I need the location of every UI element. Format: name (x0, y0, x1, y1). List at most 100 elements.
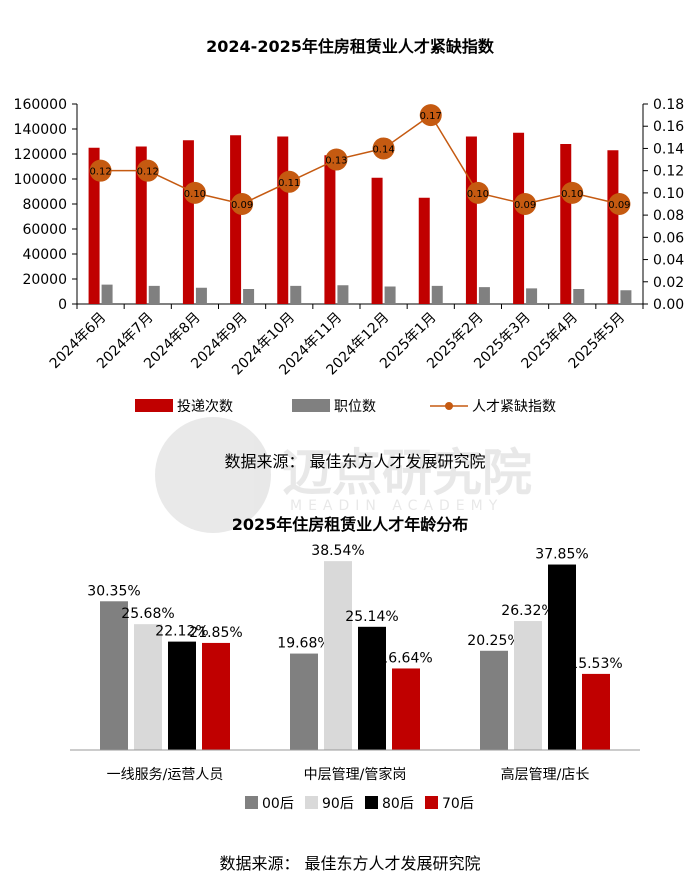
bar-value-label: 38.54% (311, 543, 364, 559)
bar-applications (607, 150, 619, 304)
bar-positions (148, 285, 160, 304)
left-tick-label: 140000 (14, 122, 67, 138)
bar-applications (230, 135, 242, 304)
chart-1: 2024-2025年住房租赁业人才紧缺指数 0 20000 40000 60000 80… (14, 37, 685, 471)
shortage-index-marker (561, 181, 584, 204)
bar-70后 (582, 673, 610, 750)
bar-applications (182, 140, 194, 304)
bar-value-label: 30.35% (87, 583, 140, 599)
bar-positions (573, 289, 585, 304)
legend-swatch-applications (135, 399, 173, 412)
right-tick-label: 0.14 (653, 141, 684, 157)
bar-positions (478, 287, 490, 304)
shortage-index-marker (372, 137, 395, 160)
shortage-index-label: 0.11 (278, 178, 300, 189)
bar-value-label: 19.68% (277, 636, 330, 652)
shortage-index-label: 0.12 (137, 167, 159, 178)
bar-80后 (168, 641, 196, 750)
shortage-index-marker (183, 181, 206, 204)
category-label: 中层管理/管家岗 (304, 766, 407, 783)
chart-2: 2025年住房租赁业人才年龄分布 30.35% 25.68% 22.12%21.85… (70, 515, 640, 873)
bar-positions (431, 285, 443, 304)
chart2-bars: 30.35% 25.68% 22.12%21.85% 19.68% 38.54% 25.1… (87, 543, 623, 750)
shortage-index-marker (419, 104, 442, 127)
left-tick-label: 80000 (22, 197, 67, 213)
shortage-index-marker (231, 193, 254, 215)
shortage-index-label: 0.09 (514, 200, 536, 211)
shortage-index-label: 0.10 (184, 189, 206, 200)
shortage-index-label: 0.10 (467, 189, 489, 200)
right-tick-label: 0.12 (653, 164, 684, 180)
legend-label-index: 人才紧缺指数 (472, 399, 556, 415)
chart1-source: 数据来源： 最佳东方人才发展研究院 (224, 452, 485, 471)
left-tick-label: 160000 (14, 97, 67, 113)
right-tick-label: 0.08 (653, 208, 684, 224)
right-tick-label: 0.16 (653, 119, 684, 135)
bar-90后 (134, 624, 162, 750)
bar-value-label: 37.85% (535, 547, 588, 563)
right-tick-label: 0.00 (653, 297, 684, 313)
bar-00后 (480, 650, 508, 750)
watermark-text: 迈点研究院 (282, 444, 532, 502)
shortage-index-marker (89, 159, 112, 182)
legend-label-90后: 90后 (322, 796, 354, 812)
shortage-index-label: 0.09 (608, 200, 630, 211)
shortage-index-line (100, 114, 620, 205)
bar-00后 (290, 653, 318, 750)
bar-positions (290, 285, 302, 304)
shortage-index-marker (466, 181, 489, 204)
chart1-axes: 0 20000 40000 60000 80000 100000 120000 140000 1… (14, 97, 685, 313)
bar-value-label: 22.12% (155, 624, 208, 640)
left-tick-label: 20000 (22, 272, 67, 288)
chart1-bars (88, 132, 632, 304)
bar-applications (88, 147, 100, 304)
chart1-line: 0.12 0.12 0.10 0.09 0.11 0.13 0.14 0.17 0.10 0.09… (89, 104, 631, 215)
watermark-subtext: MEADIN ACADEMY (290, 498, 503, 514)
shortage-index-label: 0.09 (231, 200, 253, 211)
bar-positions (526, 288, 538, 304)
chart2-source: 数据来源： 最佳东方人才发展研究院 (219, 854, 480, 873)
category-label: 一线服务/运营人员 (107, 767, 224, 783)
legend-marker-index (445, 402, 453, 410)
legend-label-70后: 70后 (442, 796, 474, 812)
shortage-index-marker (136, 159, 159, 182)
left-tick-label: 40000 (22, 247, 67, 263)
bar-applications (324, 155, 336, 304)
shortage-index-label: 0.10 (561, 189, 583, 200)
shortage-index-label: 0.17 (420, 111, 442, 122)
chart2-axes: 一线服务/运营人员 中层管理/管家岗 高层管理/店长 (70, 749, 640, 783)
bar-value-label: 21.85% (189, 625, 242, 641)
right-tick-label: 0.04 (653, 253, 684, 269)
bar-90后 (514, 621, 542, 750)
bar-value-label: 15.53% (569, 656, 622, 672)
shortage-index-marker (325, 148, 348, 171)
bar-applications (513, 132, 525, 304)
bar-value-label: 26.32% (501, 603, 554, 619)
bar-applications (277, 136, 289, 304)
right-tick-label: 0.02 (653, 275, 684, 291)
chart1-x-labels: 2024年6月2024年7月2024年8月2024年9月2024年10月2024… (47, 310, 628, 379)
legend-swatch-80后 (365, 796, 378, 809)
left-tick-label: 120000 (14, 147, 67, 163)
shortage-index-label: 0.12 (89, 167, 111, 178)
right-tick-label: 0.06 (653, 230, 684, 246)
shortage-index-marker (278, 170, 301, 193)
bar-positions (384, 286, 396, 304)
category-label: 高层管理/店长 (501, 766, 590, 783)
legend-label-applications: 投递次数 (177, 399, 233, 415)
watermark-circle (155, 417, 271, 533)
chart1-legend: 投递次数 职位数 人才紧缺指数 (135, 399, 556, 415)
bar-value-label: 16.64% (379, 650, 432, 666)
chart2-title: 2025年住房租赁业人才年龄分布 (232, 515, 469, 534)
bar-70后 (202, 642, 230, 750)
shortage-index-marker (514, 193, 537, 215)
bar-positions (620, 290, 632, 304)
bar-positions (337, 285, 349, 304)
chart1-title: 2024-2025年住房租赁业人才紧缺指数 (206, 37, 495, 56)
left-tick-label: 60000 (22, 222, 67, 238)
legend-label-00后: 00后 (262, 796, 294, 812)
bar-positions (101, 284, 113, 304)
legend-swatch-positions (292, 399, 330, 412)
bar-applications (418, 197, 430, 304)
